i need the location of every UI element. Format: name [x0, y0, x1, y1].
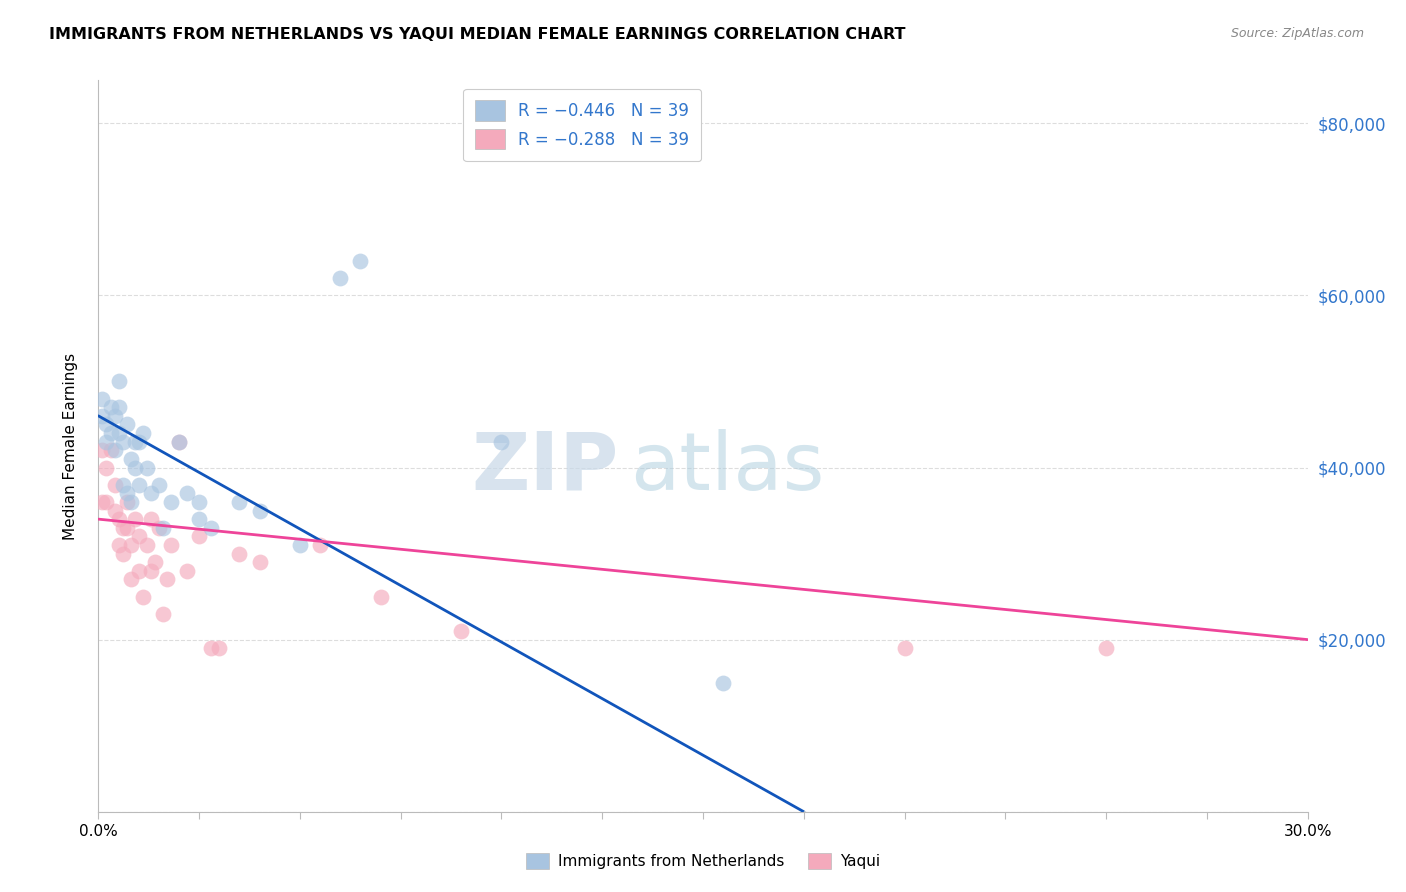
Point [132, 590, 155, 604]
Legend: R = −0.446   N = 39, R = −0.288   N = 39: R = −0.446 N = 39, R = −0.288 N = 39 [463, 88, 702, 161]
Point [152, 521, 174, 535]
Point [160, 538, 183, 552]
Point [103, 503, 125, 517]
Point [100, 443, 122, 458]
Point [208, 641, 231, 656]
Point [329, 271, 352, 285]
Point [176, 486, 198, 500]
Point [128, 564, 150, 578]
Point [115, 495, 138, 509]
Point [132, 426, 155, 441]
Point [124, 512, 146, 526]
Point [111, 477, 134, 491]
Point [148, 521, 170, 535]
Point [107, 426, 129, 441]
Point [103, 409, 125, 423]
Point [124, 434, 146, 449]
Text: ZIP: ZIP [471, 429, 619, 507]
Point [349, 254, 371, 268]
Point [111, 547, 134, 561]
Point [91, 443, 114, 458]
Point [107, 512, 129, 526]
Point [107, 401, 129, 415]
Point [96, 495, 118, 509]
Point [135, 460, 157, 475]
Point [107, 538, 129, 552]
Point [135, 538, 157, 552]
Text: atlas: atlas [630, 429, 825, 507]
Point [96, 417, 118, 432]
Point [120, 538, 142, 552]
Point [100, 401, 122, 415]
Point [152, 607, 174, 621]
Y-axis label: Median Female Earnings: Median Female Earnings [63, 352, 77, 540]
Point [288, 538, 311, 552]
Point [115, 486, 138, 500]
Point [96, 434, 118, 449]
Point [120, 573, 142, 587]
Point [128, 529, 150, 543]
Point [893, 641, 915, 656]
Point [111, 521, 134, 535]
Point [450, 624, 472, 638]
Point [128, 477, 150, 491]
Text: Source: ZipAtlas.com: Source: ZipAtlas.com [1230, 27, 1364, 40]
Point [711, 675, 734, 690]
Point [249, 555, 271, 569]
Point [228, 495, 250, 509]
Text: IMMIGRANTS FROM NETHERLANDS VS YAQUI MEDIAN FEMALE EARNINGS CORRELATION CHART: IMMIGRANTS FROM NETHERLANDS VS YAQUI MED… [49, 27, 905, 42]
Point [139, 486, 162, 500]
Point [91, 409, 114, 423]
Point [100, 426, 122, 441]
Point [115, 521, 138, 535]
Point [120, 495, 142, 509]
Point [160, 495, 183, 509]
Point [228, 547, 250, 561]
Point [249, 503, 271, 517]
Point [143, 555, 166, 569]
Point [107, 375, 129, 389]
Point [167, 434, 190, 449]
Point [91, 392, 114, 406]
Point [200, 641, 222, 656]
Point [91, 495, 114, 509]
Point [188, 495, 211, 509]
Point [103, 477, 125, 491]
Point [309, 538, 332, 552]
Point [139, 512, 162, 526]
Point [167, 434, 190, 449]
Point [128, 434, 150, 449]
Point [188, 512, 211, 526]
Point [103, 443, 125, 458]
Point [188, 529, 211, 543]
Point [139, 564, 162, 578]
Point [124, 460, 146, 475]
Point [370, 590, 392, 604]
Point [148, 477, 170, 491]
Point [176, 564, 198, 578]
Point [1095, 641, 1118, 656]
Point [491, 434, 513, 449]
Point [115, 417, 138, 432]
Point [96, 460, 118, 475]
Point [156, 573, 179, 587]
Legend: Immigrants from Netherlands, Yaqui: Immigrants from Netherlands, Yaqui [520, 847, 886, 875]
Point [120, 451, 142, 466]
Point [111, 434, 134, 449]
Point [200, 521, 222, 535]
